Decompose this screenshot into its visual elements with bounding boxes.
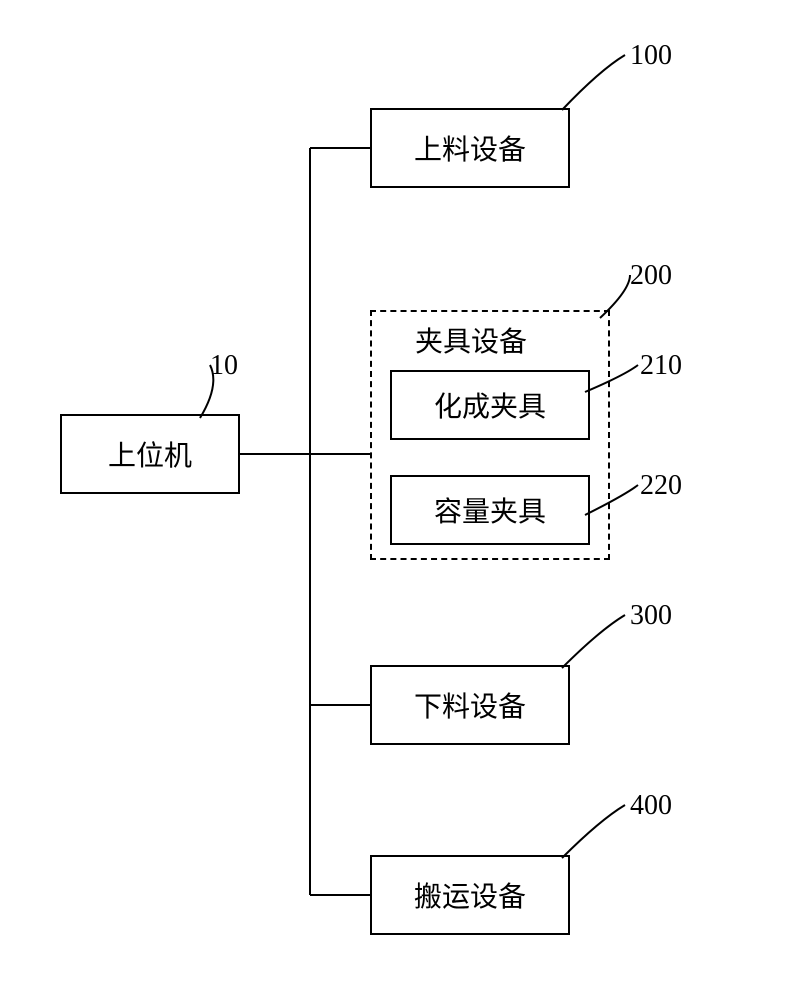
formation-fixture-label: 化成夹具 [434, 385, 546, 425]
loading-label: 上料设备 [414, 128, 526, 168]
capacity-fixture-callout: 220 [640, 470, 682, 502]
unloading-label: 下料设备 [414, 685, 526, 725]
loading-node: 上料设备 [370, 108, 570, 188]
capacity-fixture-node: 容量夹具 [390, 475, 590, 545]
transport-node: 搬运设备 [370, 855, 570, 935]
fixture-container-callout: 200 [630, 260, 672, 292]
fixture-container-title: 夹具设备 [415, 320, 527, 360]
transport-callout: 400 [630, 790, 672, 822]
capacity-fixture-label: 容量夹具 [434, 490, 546, 530]
host-node: 上位机 [60, 414, 240, 494]
transport-label: 搬运设备 [414, 875, 526, 915]
host-callout: 10 [210, 350, 238, 382]
loading-callout: 100 [630, 40, 672, 72]
formation-fixture-node: 化成夹具 [390, 370, 590, 440]
unloading-node: 下料设备 [370, 665, 570, 745]
unloading-callout: 300 [630, 600, 672, 632]
host-label: 上位机 [108, 434, 192, 474]
formation-fixture-callout: 210 [640, 350, 682, 382]
